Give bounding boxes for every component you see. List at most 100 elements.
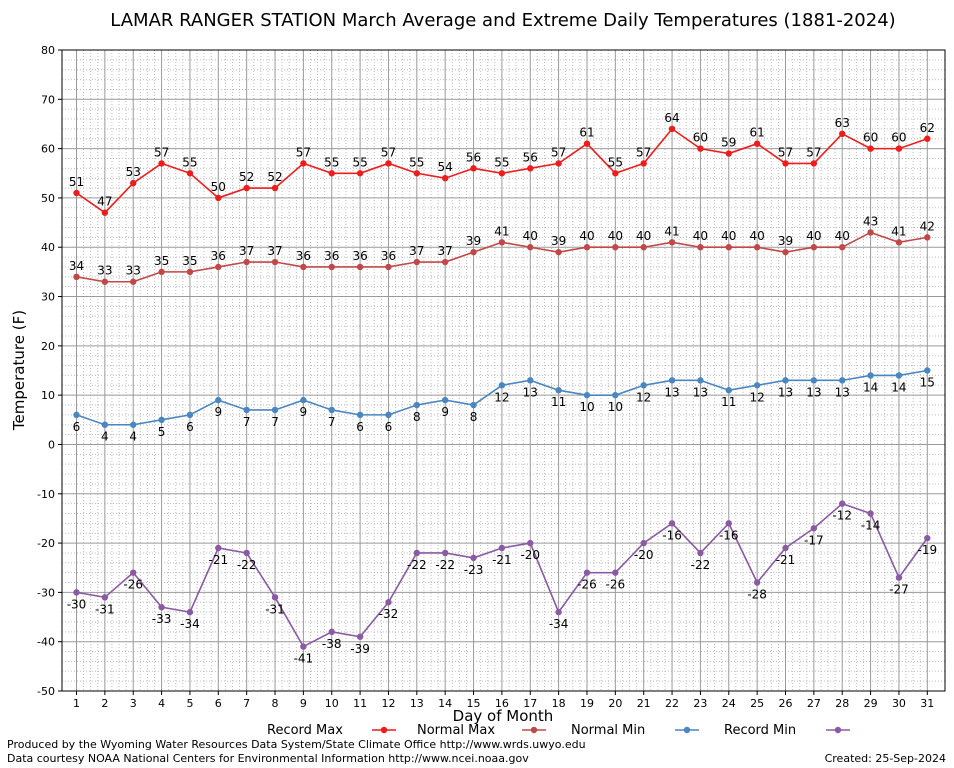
data-point bbox=[839, 130, 846, 138]
data-point bbox=[101, 209, 109, 216]
data-point bbox=[612, 170, 619, 177]
data-label: -14 bbox=[861, 518, 881, 532]
data-label: 13 bbox=[835, 385, 850, 399]
data-label: 39 bbox=[466, 234, 481, 248]
data-label: 6 bbox=[385, 420, 393, 434]
series-normal-min: 6 4 4 5 6 9 7 7 9 7 6 6 8 9 8 12 13 11 10 10 12 13 13 11 12 13 13 1… bbox=[73, 367, 935, 444]
data-label: -38 bbox=[322, 637, 342, 651]
data-label: 40 bbox=[523, 229, 538, 243]
data-point bbox=[215, 544, 222, 552]
data-point bbox=[668, 239, 676, 246]
data-point bbox=[441, 549, 449, 557]
data-label: 57 bbox=[806, 145, 821, 159]
x-axis-label: Day of Month bbox=[453, 707, 554, 725]
data-point bbox=[895, 574, 903, 581]
data-point bbox=[101, 278, 109, 285]
data-point bbox=[725, 387, 732, 394]
data-point bbox=[271, 258, 279, 266]
footer-data-courtesy: Data courtesy NOAA National Centers for … bbox=[7, 752, 529, 765]
data-label: -21 bbox=[776, 553, 796, 567]
data-point bbox=[498, 382, 506, 389]
data-point bbox=[782, 377, 789, 384]
data-label: 34 bbox=[69, 259, 84, 273]
data-point bbox=[810, 377, 818, 384]
data-point bbox=[640, 160, 647, 167]
data-point bbox=[73, 411, 80, 419]
chart-title: LAMAR RANGER STATION March Average and E… bbox=[110, 10, 895, 31]
data-point bbox=[612, 244, 619, 251]
data-point bbox=[725, 520, 732, 527]
data-label: -41 bbox=[294, 652, 314, 666]
data-label: 55 bbox=[494, 155, 509, 169]
data-point bbox=[413, 401, 421, 409]
data-point bbox=[753, 579, 761, 586]
data-point bbox=[555, 248, 562, 256]
x-tick-label: 25 bbox=[750, 697, 764, 710]
data-point bbox=[158, 603, 165, 611]
data-label: 39 bbox=[778, 234, 793, 248]
data-label: -26 bbox=[123, 578, 143, 592]
data-label: 59 bbox=[721, 136, 736, 150]
data-label: 63 bbox=[835, 116, 850, 130]
data-point bbox=[101, 594, 109, 601]
data-point bbox=[782, 248, 789, 256]
data-point bbox=[73, 273, 80, 281]
x-tick-label: 15 bbox=[467, 697, 481, 710]
data-label: 60 bbox=[891, 131, 906, 145]
series-record-min: -30 -31-26-33 -34-21 -22-31-41-38 -39-32-22-… bbox=[67, 500, 937, 666]
x-tick-label: 11 bbox=[353, 697, 367, 710]
data-point bbox=[328, 263, 335, 271]
data-point bbox=[271, 594, 279, 601]
data-point bbox=[101, 421, 109, 428]
data-label: 13 bbox=[664, 385, 679, 399]
x-tick-label: 3 bbox=[130, 697, 137, 710]
data-label: 4 bbox=[101, 430, 109, 444]
plot-frame bbox=[61, 49, 946, 692]
data-label: 35 bbox=[182, 254, 197, 268]
data-point bbox=[725, 244, 732, 251]
data-point bbox=[300, 160, 307, 167]
legend-label: Normal Min bbox=[571, 723, 645, 738]
x-axis-ticks: 1 2 3 4 5 6 7 8 9 10 11 12 13 14 15 16 17 18 19 20 21 22 23 24 2… bbox=[73, 691, 934, 710]
data-point bbox=[640, 539, 647, 547]
data-label: 9 bbox=[214, 405, 222, 419]
legend-marker bbox=[530, 726, 538, 734]
data-point bbox=[356, 263, 364, 271]
data-point bbox=[300, 643, 307, 650]
data-label: 40 bbox=[636, 229, 651, 243]
data-point bbox=[895, 372, 903, 379]
data-label: 62 bbox=[920, 121, 935, 135]
data-label: 37 bbox=[239, 244, 254, 258]
data-label: 52 bbox=[267, 170, 282, 184]
data-label: 12 bbox=[749, 390, 764, 404]
data-point bbox=[300, 263, 307, 271]
data-point bbox=[753, 382, 761, 389]
data-point bbox=[867, 510, 874, 517]
y-tick-label: -10 bbox=[37, 488, 55, 501]
data-label: -16 bbox=[719, 528, 739, 542]
data-label: 43 bbox=[863, 214, 878, 228]
data-point bbox=[186, 411, 194, 419]
data-point bbox=[782, 544, 789, 552]
data-label: -20 bbox=[520, 548, 540, 562]
data-point bbox=[668, 520, 676, 527]
data-label: 55 bbox=[409, 155, 424, 169]
data-point bbox=[839, 244, 846, 251]
data-point bbox=[612, 569, 619, 576]
data-label: 8 bbox=[470, 410, 478, 424]
y-tick-label: 50 bbox=[41, 192, 55, 205]
data-label: 6 bbox=[186, 420, 194, 434]
data-label: 4 bbox=[129, 430, 137, 444]
data-label: 35 bbox=[154, 254, 169, 268]
data-label: 55 bbox=[324, 155, 339, 169]
data-point bbox=[215, 396, 222, 404]
data-label: -22 bbox=[237, 558, 257, 572]
x-tick-label: 10 bbox=[325, 697, 339, 710]
data-label: 36 bbox=[324, 249, 339, 263]
data-label: 8 bbox=[413, 410, 421, 424]
data-label: 33 bbox=[97, 264, 112, 278]
data-label: -16 bbox=[662, 528, 682, 542]
data-point bbox=[924, 234, 931, 241]
data-point bbox=[130, 421, 137, 428]
x-tick-label: 21 bbox=[637, 697, 651, 710]
